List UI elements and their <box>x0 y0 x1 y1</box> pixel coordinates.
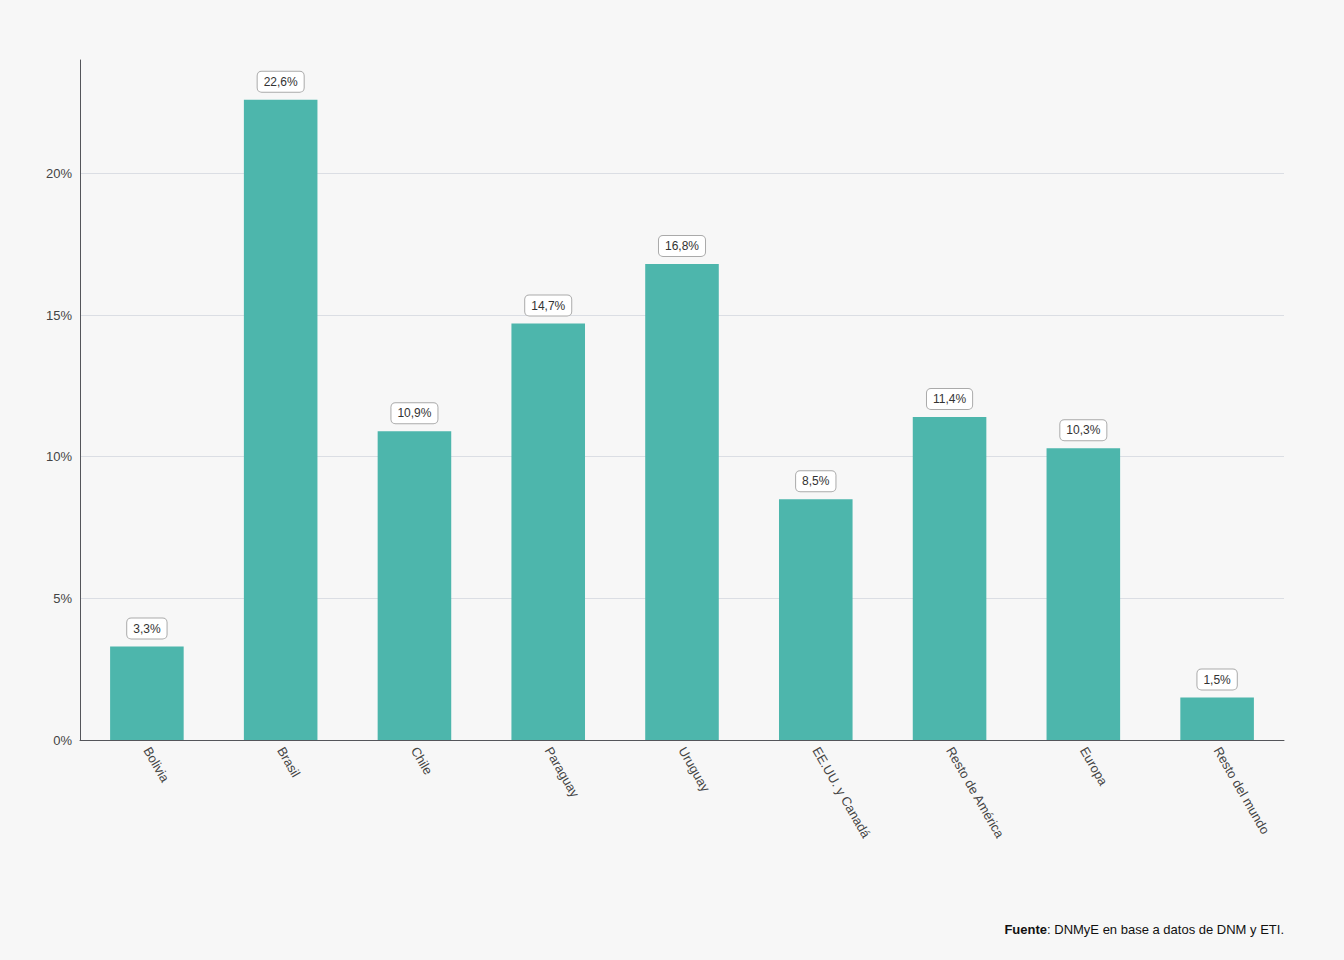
svg-text:Resto de América: Resto de América <box>943 744 1008 841</box>
svg-text:Bolivia: Bolivia <box>140 744 173 785</box>
svg-text:10%: 10% <box>46 449 72 464</box>
svg-text:1,5%: 1,5% <box>1203 673 1231 687</box>
svg-text:16,8%: 16,8% <box>665 239 699 253</box>
svg-text:Paraguay: Paraguay <box>542 744 583 800</box>
svg-text:20%: 20% <box>46 166 72 181</box>
svg-text:EE.UU. y Canadá: EE.UU. y Canadá <box>809 744 874 841</box>
svg-text:: DNMyE en base a datos de DNM: : DNMyE en base a datos de DNM y ETI. <box>1047 922 1284 937</box>
svg-text:11,4%: 11,4% <box>933 392 966 406</box>
svg-text:Chile: Chile <box>408 744 436 777</box>
svg-text:8,5%: 8,5% <box>802 474 830 488</box>
svg-text:22,6%: 22,6% <box>264 75 298 89</box>
svg-text:3,3%: 3,3% <box>133 622 161 636</box>
svg-text:5%: 5% <box>53 591 72 606</box>
svg-text:Brasil: Brasil <box>274 744 303 780</box>
svg-text:Fuente: Fuente <box>1004 922 1047 937</box>
svg-text:15%: 15% <box>46 308 72 323</box>
svg-text:Resto del mundo: Resto del mundo <box>1211 744 1273 837</box>
svg-text:10,9%: 10,9% <box>397 406 431 420</box>
svg-text:Uruguay: Uruguay <box>676 744 714 794</box>
svg-text:10,3%: 10,3% <box>1066 423 1100 437</box>
svg-text:14,7%: 14,7% <box>531 299 565 313</box>
svg-text:Europa: Europa <box>1077 744 1111 788</box>
svg-text:0%: 0% <box>53 733 72 748</box>
